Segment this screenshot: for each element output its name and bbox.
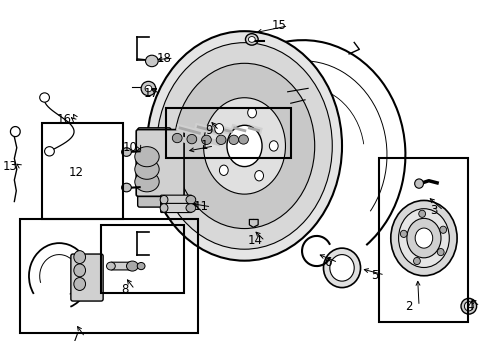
Ellipse shape: [40, 93, 49, 102]
Ellipse shape: [185, 204, 195, 212]
Ellipse shape: [135, 159, 159, 179]
Ellipse shape: [439, 226, 446, 233]
Ellipse shape: [122, 183, 131, 192]
Text: 16: 16: [57, 113, 71, 126]
Ellipse shape: [126, 261, 138, 271]
Ellipse shape: [203, 98, 285, 194]
Text: 13: 13: [3, 160, 18, 173]
Ellipse shape: [219, 165, 228, 175]
Ellipse shape: [414, 228, 432, 248]
Bar: [101, 225, 183, 293]
Ellipse shape: [406, 219, 440, 258]
Ellipse shape: [216, 135, 225, 144]
Text: 7: 7: [71, 330, 79, 343]
Ellipse shape: [74, 264, 85, 277]
Ellipse shape: [400, 230, 407, 238]
Ellipse shape: [186, 134, 196, 144]
Ellipse shape: [398, 209, 448, 267]
Ellipse shape: [185, 195, 195, 204]
Ellipse shape: [390, 201, 456, 276]
Text: 15: 15: [271, 19, 285, 32]
Ellipse shape: [174, 63, 314, 229]
Ellipse shape: [106, 262, 115, 270]
Text: 8: 8: [121, 283, 128, 296]
Ellipse shape: [135, 147, 159, 167]
Text: 11: 11: [194, 201, 209, 213]
Ellipse shape: [160, 195, 167, 204]
Ellipse shape: [214, 123, 223, 134]
Text: 3: 3: [429, 204, 436, 217]
Ellipse shape: [201, 135, 211, 144]
Ellipse shape: [247, 108, 256, 118]
Ellipse shape: [145, 55, 158, 67]
Ellipse shape: [418, 210, 425, 217]
Ellipse shape: [135, 172, 159, 192]
FancyBboxPatch shape: [160, 195, 191, 204]
Text: 6: 6: [324, 256, 331, 269]
Ellipse shape: [245, 34, 258, 45]
Text: 17: 17: [143, 87, 158, 100]
Ellipse shape: [137, 262, 145, 270]
Text: 2: 2: [405, 300, 412, 313]
Ellipse shape: [74, 278, 85, 291]
Text: 10: 10: [122, 141, 137, 154]
Ellipse shape: [413, 257, 420, 265]
Text: 1: 1: [201, 139, 208, 152]
Ellipse shape: [44, 147, 54, 156]
Ellipse shape: [329, 255, 353, 281]
Text: 9: 9: [205, 124, 213, 137]
Ellipse shape: [464, 302, 472, 311]
FancyBboxPatch shape: [71, 254, 103, 301]
Ellipse shape: [122, 148, 131, 156]
Ellipse shape: [74, 251, 85, 264]
Ellipse shape: [460, 298, 476, 314]
Text: 5: 5: [371, 269, 378, 282]
FancyBboxPatch shape: [138, 128, 171, 207]
Ellipse shape: [436, 248, 443, 256]
Ellipse shape: [160, 204, 167, 212]
Text: 12: 12: [69, 166, 83, 179]
Ellipse shape: [414, 179, 423, 188]
Text: 18: 18: [156, 51, 171, 64]
Bar: [20, 219, 198, 333]
Bar: [42, 123, 122, 220]
FancyBboxPatch shape: [136, 130, 183, 196]
Text: 14: 14: [247, 234, 262, 247]
Ellipse shape: [157, 42, 331, 249]
Ellipse shape: [226, 125, 262, 167]
Ellipse shape: [147, 31, 341, 261]
Ellipse shape: [141, 81, 156, 96]
Ellipse shape: [254, 171, 263, 181]
Text: 4: 4: [466, 300, 473, 313]
Ellipse shape: [269, 141, 278, 151]
FancyBboxPatch shape: [111, 262, 132, 270]
Ellipse shape: [238, 135, 248, 144]
Ellipse shape: [323, 248, 360, 288]
Ellipse shape: [248, 37, 255, 42]
Ellipse shape: [228, 135, 238, 144]
Ellipse shape: [145, 85, 152, 92]
Bar: [166, 108, 290, 158]
FancyBboxPatch shape: [160, 203, 191, 212]
Bar: [378, 158, 467, 321]
Ellipse shape: [172, 134, 182, 143]
